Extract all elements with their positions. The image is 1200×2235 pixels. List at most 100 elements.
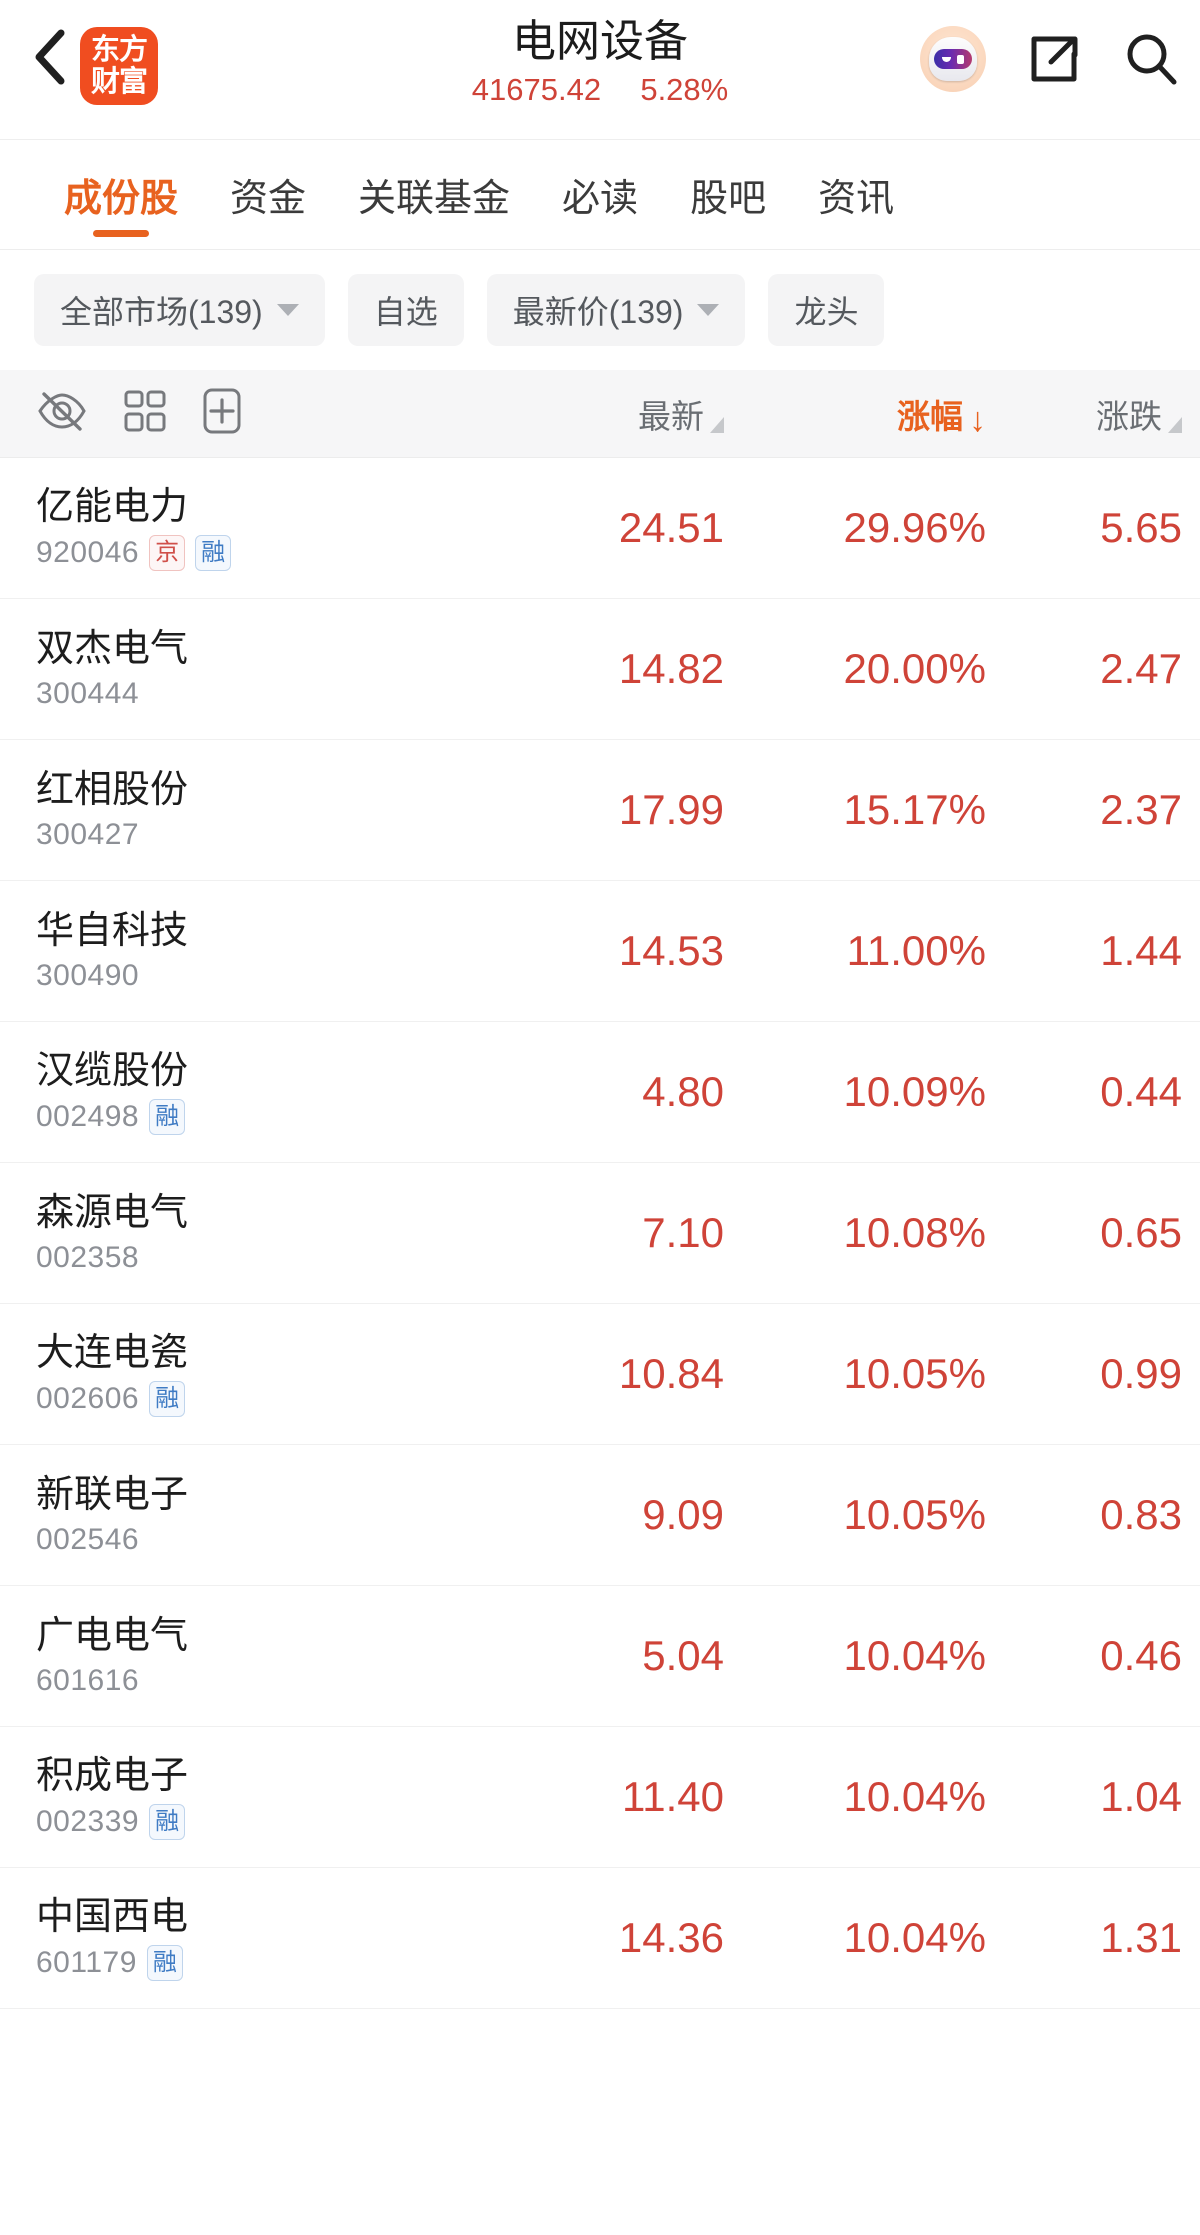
header-actions [920, 26, 1182, 92]
brand-logo[interactable]: 东方 财富 [80, 27, 158, 105]
table-row[interactable]: 森源电气 002358 7.10 10.08% 0.65 [0, 1163, 1200, 1304]
tab-guba[interactable]: 股吧 [664, 140, 792, 249]
stock-identity: 汉缆股份 002498 融 [36, 1049, 514, 1136]
table-column-headers: 最新 涨幅 ↓ 涨跌 [242, 390, 1200, 438]
filter-chip-market[interactable]: 全部市场(139) [34, 274, 325, 346]
search-button[interactable] [1122, 29, 1182, 89]
stock-identity: 双杰电气 300444 [36, 627, 514, 712]
stock-meta: 920046 京 融 [36, 535, 514, 572]
table-row[interactable]: 汉缆股份 002498 融 4.80 10.09% 0.44 [0, 1022, 1200, 1163]
table-row[interactable]: 大连电瓷 002606 融 10.84 10.05% 0.99 [0, 1304, 1200, 1445]
table-toolbar [0, 387, 242, 440]
cell-change-pct: 10.05% [843, 1491, 986, 1538]
cell-latest: 10.84 [618, 1350, 724, 1397]
stock-name: 华自科技 [36, 909, 189, 952]
cell-change: 0.44 [1100, 1068, 1182, 1115]
column-header-change[interactable]: 涨跌 [986, 390, 1182, 438]
cell-change-pct: 10.05% [843, 1350, 986, 1397]
ai-robot-avatar-icon[interactable] [920, 26, 986, 92]
tab-label: 资讯 [818, 178, 895, 220]
stock-meta: 002339 融 [36, 1804, 514, 1841]
stock-code: 002546 [36, 1523, 140, 1557]
stock-meta: 601616 [36, 1664, 514, 1698]
column-header-latest[interactable]: 最新 [514, 390, 724, 438]
tag-badge-rong: 融 [146, 1945, 183, 1982]
tab-label: 成份股 [64, 178, 179, 220]
cell-change-pct: 11.00% [846, 927, 986, 974]
cell-latest: 11.40 [622, 1773, 724, 1820]
stock-name: 新联电子 [36, 1473, 189, 1516]
filter-chip-label: 龙头 [794, 294, 859, 330]
cell-change: 0.99 [1100, 1350, 1182, 1397]
table-row[interactable]: 双杰电气 300444 14.82 20.00% 2.47 [0, 599, 1200, 740]
filter-chip-watchlist[interactable]: 自选 [347, 274, 464, 346]
ai-robot-head [929, 37, 977, 81]
filter-chip-label: 自选 [373, 294, 438, 330]
table-row[interactable]: 中国西电 601179 融 14.36 10.04% 1.31 [0, 1868, 1200, 2009]
share-external-link-icon [1031, 36, 1078, 82]
stock-identity: 森源电气 002358 [36, 1191, 514, 1276]
cell-change: 0.65 [1100, 1209, 1182, 1256]
stock-code: 300444 [36, 677, 140, 711]
stock-name: 中国西电 [36, 1895, 189, 1938]
table-row[interactable]: 新联电子 002546 9.09 10.05% 0.83 [0, 1445, 1200, 1586]
filter-chip-bar: 全部市场(139) 自选 最新价(139) 龙头 [0, 250, 1200, 370]
cell-change: 1.04 [1100, 1773, 1182, 1820]
column-header-label: 最新 [638, 397, 704, 435]
stock-name: 亿能电力 [36, 485, 189, 528]
tab-zijin[interactable]: 资金 [204, 140, 332, 249]
stock-code: 601616 [36, 1664, 140, 1698]
stock-list: 亿能电力 920046 京 融 24.51 29.96% 5.65 双杰电气 3… [0, 458, 1200, 2009]
cell-change-pct: 10.04% [843, 1632, 986, 1679]
ai-robot-eye-right [957, 54, 964, 64]
stock-code: 002358 [36, 1241, 140, 1275]
cell-change: 5.65 [1100, 504, 1182, 551]
stock-name: 积成电子 [36, 1754, 189, 1797]
tab-chengfengu[interactable]: 成份股 [38, 140, 204, 249]
cell-latest: 24.51 [618, 504, 724, 551]
tag-badge-rong: 融 [149, 1099, 186, 1136]
stock-identity: 大连电瓷 002606 融 [36, 1331, 514, 1418]
stock-code: 002498 [36, 1100, 140, 1134]
add-button[interactable] [202, 387, 242, 440]
brand-logo-line1: 东方 [90, 33, 148, 66]
tag-badge-rong: 融 [195, 535, 232, 572]
stock-code: 920046 [36, 536, 140, 570]
table-row[interactable]: 红相股份 300427 17.99 15.17% 2.37 [0, 740, 1200, 881]
cell-change-pct: 20.00% [843, 645, 986, 692]
tab-guanlianjijin[interactable]: 关联基金 [332, 140, 536, 249]
eye-off-icon [38, 392, 86, 431]
column-header-change-pct[interactable]: 涨幅 ↓ [724, 390, 986, 438]
tab-bidu[interactable]: 必读 [536, 140, 664, 249]
tab-zixun[interactable]: 资讯 [792, 140, 920, 249]
back-button[interactable] [22, 26, 78, 88]
stock-name: 汉缆股份 [36, 1049, 189, 1092]
stock-meta: 300490 [36, 959, 514, 993]
cell-latest: 14.36 [618, 1914, 724, 1961]
tag-badge-jing: 京 [149, 535, 186, 572]
filter-chip-latest-price[interactable]: 最新价(139) [486, 274, 746, 346]
grid-layout-button[interactable] [122, 388, 168, 439]
cell-latest: 17.99 [618, 786, 724, 833]
stock-meta: 002606 融 [36, 1381, 514, 1418]
table-row[interactable]: 亿能电力 920046 京 融 24.51 29.96% 5.65 [0, 458, 1200, 599]
ai-robot-eye-left [942, 56, 951, 62]
add-plus-icon [203, 388, 241, 434]
stock-name: 大连电瓷 [36, 1331, 189, 1374]
eye-off-button[interactable] [36, 390, 88, 437]
tab-label: 必读 [562, 178, 639, 220]
sort-triangle-icon [1168, 416, 1182, 433]
tab-label: 股吧 [690, 178, 767, 220]
stock-code: 300490 [36, 959, 140, 993]
cell-latest: 7.10 [642, 1209, 724, 1256]
tab-label: 关联基金 [358, 178, 511, 220]
filter-chip-label: 全部市场(139) [60, 294, 263, 330]
table-row[interactable]: 广电电气 601616 5.04 10.04% 0.46 [0, 1586, 1200, 1727]
filter-chip-leader[interactable]: 龙头 [768, 274, 885, 346]
chevron-left-icon [35, 29, 65, 85]
table-row[interactable]: 积成电子 002339 融 11.40 10.04% 1.04 [0, 1727, 1200, 1868]
share-button[interactable] [1024, 29, 1084, 89]
table-row[interactable]: 华自科技 300490 14.53 11.00% 1.44 [0, 881, 1200, 1022]
app-header: 东方 财富 电网设备 41675.42 5.28% [0, 0, 1200, 140]
cell-change: 2.47 [1100, 645, 1182, 692]
